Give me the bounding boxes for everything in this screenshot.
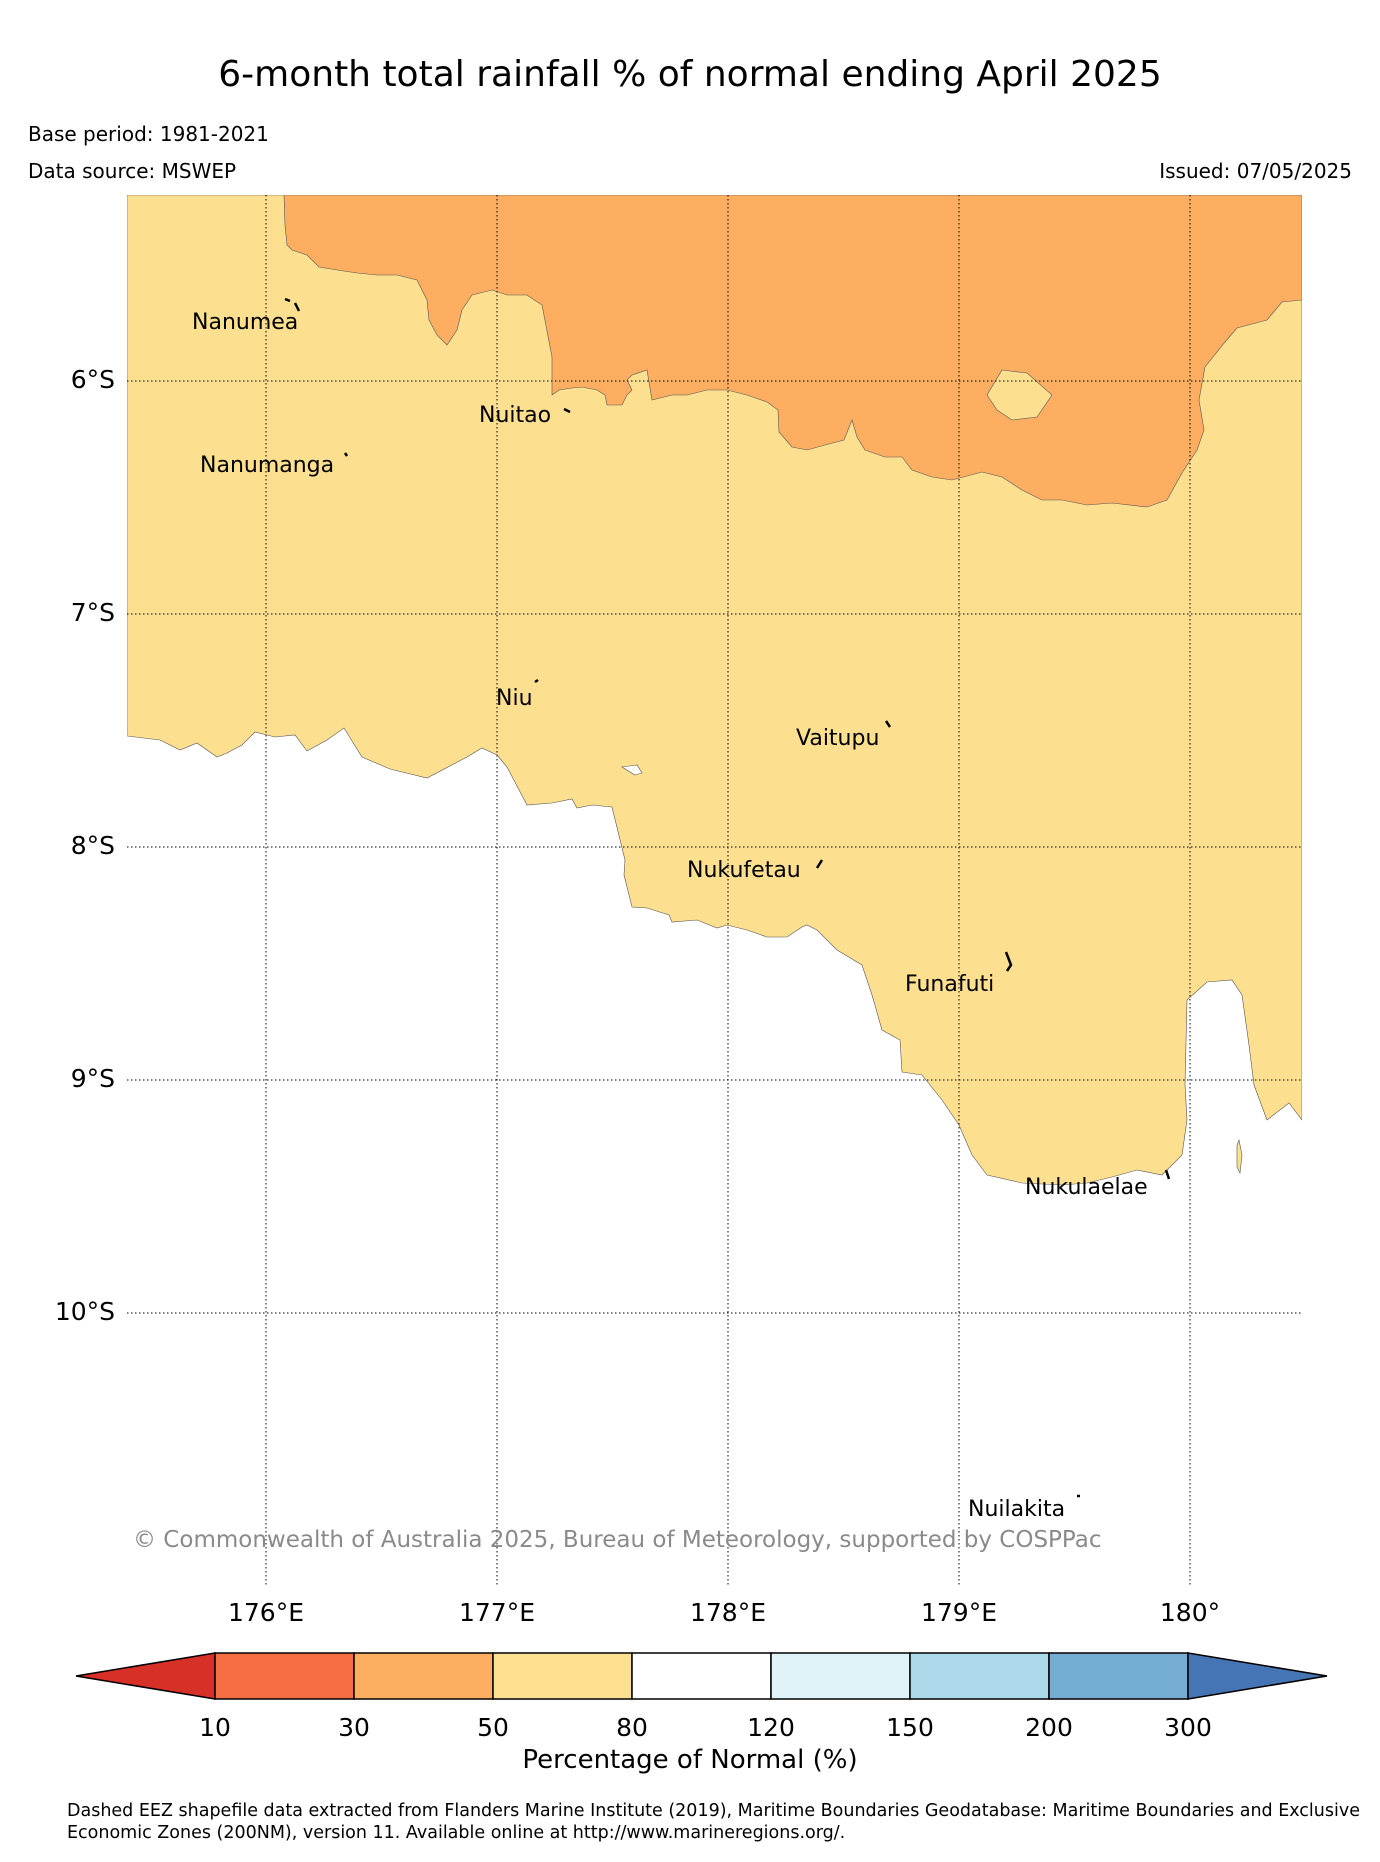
place-label-nanumanga: Nanumanga (200, 453, 335, 478)
place-label-nanumea: Nanumea (192, 310, 299, 335)
lat-label: 10°S (54, 1297, 115, 1326)
base-period: Base period: 1981-2021 (28, 122, 269, 146)
place-label-nuitao: Nuitao (479, 403, 552, 428)
rainfall-map (127, 195, 1302, 1585)
place-label-niu: Niu (496, 686, 533, 711)
data-source: Data source: MSWEP (28, 159, 237, 183)
colorbar-tick: 200 (1025, 1713, 1073, 1742)
colorbar-label: Percentage of Normal (%) (522, 1745, 858, 1775)
region-30-50 (283, 195, 1302, 508)
region-80-120-patch (621, 764, 643, 776)
lon-label: 177°E (458, 1598, 535, 1627)
colorbar (75, 1652, 1328, 1700)
colorbar-tick: 50 (477, 1713, 509, 1742)
colorbar-segment-50-80 (492, 1652, 633, 1700)
lat-label: 6°S (70, 365, 115, 394)
lon-label: 180° (1159, 1598, 1221, 1627)
island-markers (284, 297, 1171, 1498)
colorbar-tick: 120 (747, 1713, 795, 1742)
place-label-nukulaelae: Nukulaelae (1025, 1175, 1148, 1200)
colorbar-segment-80-120 (631, 1652, 772, 1700)
colorbar-tick: 150 (886, 1713, 934, 1742)
island-nanumea (284, 297, 301, 312)
island-nukulaelae (1164, 1169, 1171, 1180)
colorbar-segment-150-200 (909, 1652, 1050, 1700)
colorbar-segment-120-150 (770, 1652, 911, 1700)
colorbar-tick: 300 (1164, 1713, 1212, 1742)
island-niu (534, 678, 539, 684)
place-label-funafuti: Funafuti (905, 972, 995, 997)
issued-date: Issued: 07/05/2025 (1159, 159, 1352, 183)
colorbar-segment-below-10 (75, 1652, 216, 1700)
colorbar-segment-30-50 (353, 1652, 494, 1700)
lon-label: 176°E (227, 1598, 304, 1627)
lat-label: 7°S (70, 598, 115, 627)
colorbar-segment-10-30 (214, 1652, 355, 1700)
lon-label: 178°E (689, 1598, 766, 1627)
colorbar-segment-above-300 (1187, 1652, 1328, 1700)
colorbar-tick: 10 (199, 1713, 231, 1742)
island-nanumanga (343, 452, 349, 457)
footnote: Dashed EEZ shapefile data extracted from… (67, 1801, 1360, 1843)
place-label-vaitupu: Vaitupu (796, 726, 880, 751)
region-50-80-islet (1236, 1138, 1243, 1175)
colorbar-tick: 80 (616, 1713, 648, 1742)
lon-label: 179°E (920, 1598, 997, 1627)
colorbar-segment-200-300 (1048, 1652, 1189, 1700)
place-label-nukufetau: Nukufetau (687, 858, 801, 883)
place-label-nuilakita: Nuilakita (968, 1497, 1066, 1522)
island-nukufetau (815, 859, 824, 869)
region-50-80-hole (986, 369, 1053, 421)
island-funafuti (1004, 951, 1013, 972)
map-title: 6-month total rainfall % of normal endin… (218, 54, 1162, 95)
island-nuitao (563, 407, 571, 414)
colorbar-tick: 30 (338, 1713, 370, 1742)
lat-label: 9°S (70, 1064, 115, 1093)
lat-label: 8°S (70, 831, 115, 860)
copyright-notice: © Commonwealth of Australia 2025, Bureau… (133, 1527, 1102, 1553)
island-vaitupu (884, 720, 892, 728)
